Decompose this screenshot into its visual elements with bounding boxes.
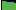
Legend: 50Hz, 100Hz, 500Hz, 1000Hz, 100000Hz: 50Hz, 100Hz, 500Hz, 1000Hz, 100000Hz bbox=[11, 9, 16, 10]
